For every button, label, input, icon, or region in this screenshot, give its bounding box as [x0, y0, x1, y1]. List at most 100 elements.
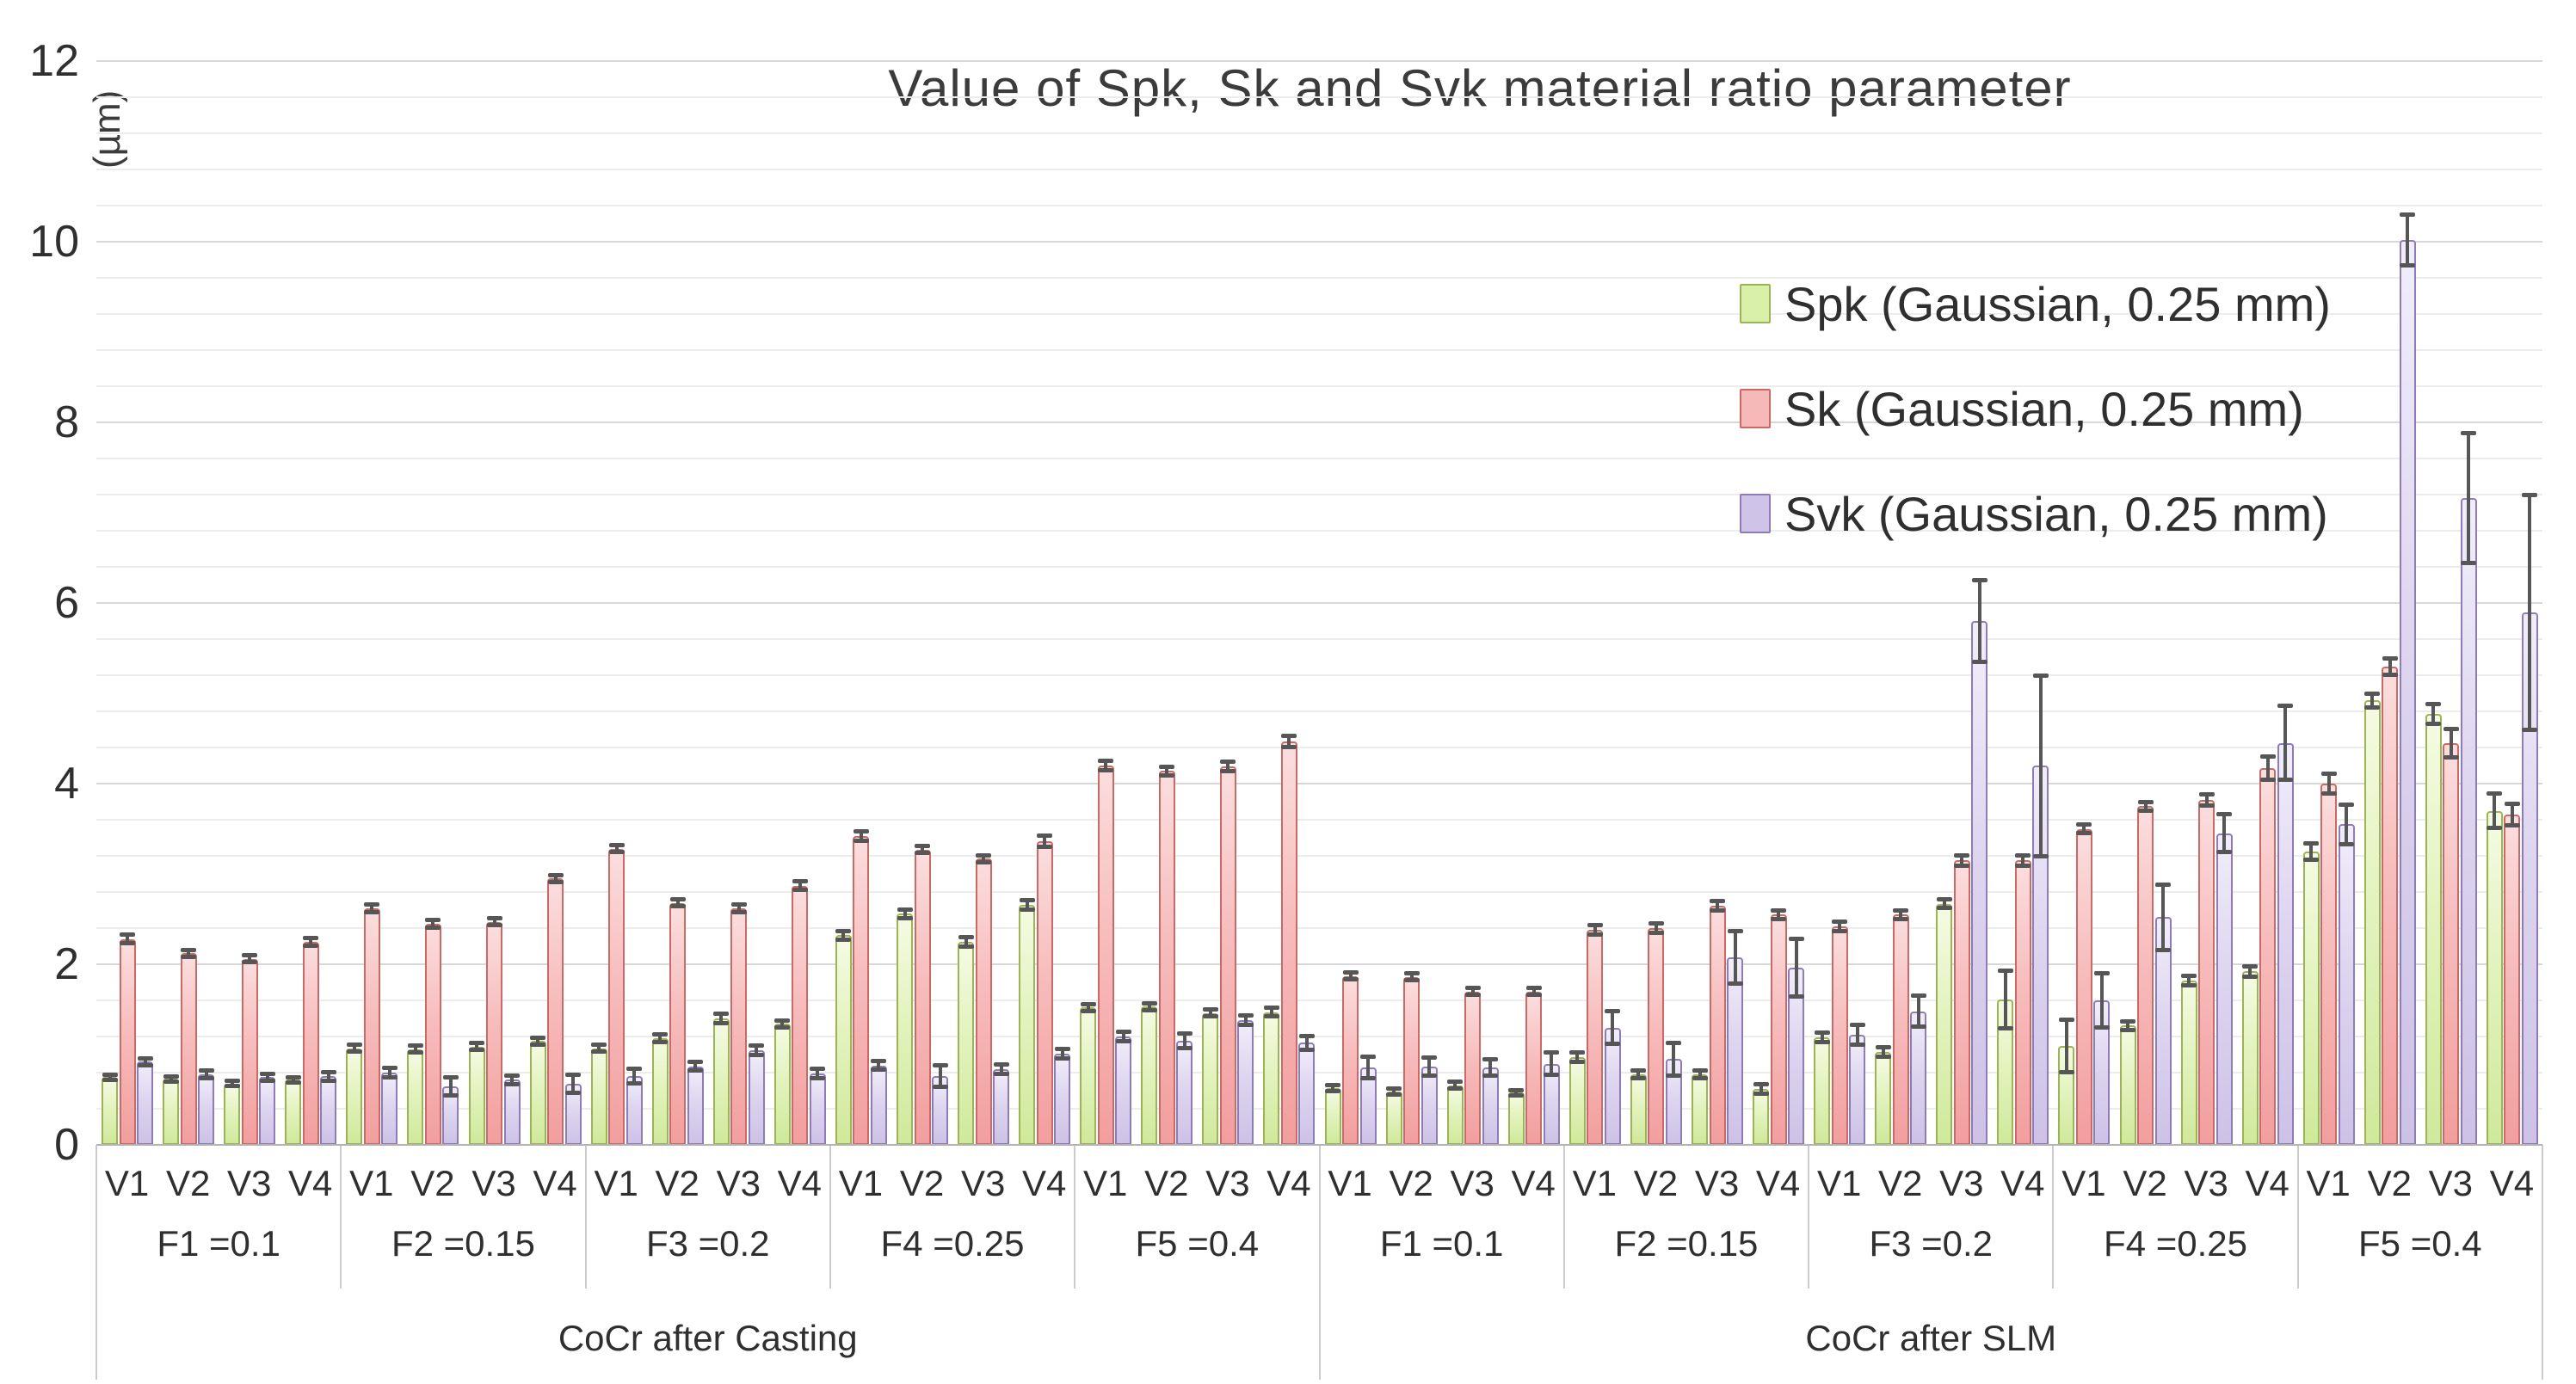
error-bar: [755, 1045, 759, 1055]
bar-svk: [2460, 498, 2477, 1145]
error-bar-cap: [1080, 1001, 1096, 1006]
error-bar-cap: [915, 844, 930, 848]
bar-spk: [2241, 971, 2259, 1145]
bar-sk: [853, 835, 870, 1145]
bar-sk: [1036, 841, 1053, 1145]
error-bar: [108, 1074, 112, 1080]
x-variant-label: V1: [838, 1163, 884, 1203]
error-bar-cap: [547, 880, 564, 884]
error-bar-cap: [2504, 822, 2520, 827]
error-bar: [2406, 214, 2410, 266]
error-bar: [1025, 900, 1029, 909]
error-bar-cap: [381, 1066, 397, 1071]
error-bar-cap: [1098, 759, 1114, 764]
error-bar-cap: [565, 1072, 581, 1077]
x-variant-label: V1: [1572, 1163, 1618, 1203]
error-bar-cap: [774, 1025, 791, 1030]
error-bar-cap: [932, 1063, 948, 1068]
minor-gridline: [96, 1000, 2542, 1001]
major-gridline: [96, 783, 2542, 784]
error-bar-cap: [1141, 1000, 1157, 1006]
bar-spk: [590, 1048, 607, 1146]
x-variant-label: V4: [1266, 1163, 1311, 1203]
error-bar-cap: [198, 1075, 214, 1080]
bar-spk: [1141, 1006, 1158, 1145]
error-bar-cap: [346, 1043, 362, 1047]
error-bar: [1121, 1031, 1125, 1042]
error-bar: [1287, 735, 1291, 747]
error-bar-cap: [1403, 978, 1420, 983]
x-variant-label: V3: [1694, 1163, 1740, 1203]
error-bar: [2326, 773, 2331, 794]
error-bar-cap: [198, 1068, 214, 1073]
bar-spk: [1692, 1074, 1708, 1145]
x-variant-label: V4: [2245, 1163, 2289, 1203]
error-bar: [964, 937, 968, 946]
error-bar-cap: [2216, 812, 2233, 817]
error-bar-cap: [163, 1073, 179, 1079]
error-bar-cap: [1648, 930, 1664, 935]
error-bar-cap: [976, 852, 992, 858]
error-bar-cap: [181, 947, 197, 952]
error-bar-cap: [1508, 1092, 1525, 1098]
error-bar-cap: [1141, 1008, 1157, 1012]
bar-spk: [2486, 810, 2503, 1145]
error-bar: [2222, 814, 2227, 852]
bar-svk: [2277, 742, 2294, 1146]
error-bar-cap: [102, 1077, 118, 1082]
error-bar-cap: [1019, 907, 1035, 912]
error-bar: [1060, 1049, 1064, 1059]
error-bar-cap: [381, 1074, 397, 1080]
x-variant-label: V1: [2061, 1163, 2106, 1203]
bar-spk: [1385, 1092, 1402, 1145]
error-bar-cap: [1447, 1086, 1464, 1092]
bar-svk: [1298, 1043, 1316, 1145]
material-separator: [1318, 1145, 1321, 1380]
error-bar-cap: [2216, 850, 2233, 855]
error-bar: [1488, 1059, 1493, 1076]
error-bar: [187, 950, 191, 957]
minor-gridline: [96, 855, 2542, 857]
minor-gridline: [96, 747, 2542, 748]
bar-svk: [1910, 1011, 1927, 1145]
x-variant-label: V2: [2367, 1163, 2413, 1203]
error-bar-cap: [2093, 971, 2110, 975]
error-bar-cap: [1421, 1055, 1438, 1060]
x-variant-label: V3: [471, 1163, 516, 1203]
error-bar: [1777, 910, 1780, 920]
error-bar-cap: [2461, 561, 2477, 566]
error-bar: [982, 855, 986, 863]
error-bar: [431, 920, 435, 927]
x-variant-label: V2: [1389, 1163, 1433, 1203]
factor-separator: [340, 1145, 342, 1289]
error-bar: [2449, 729, 2453, 758]
error-bar: [1427, 1057, 1432, 1076]
error-bar: [999, 1064, 1003, 1073]
error-bar: [2082, 824, 2086, 833]
error-bar-cap: [530, 1043, 545, 1047]
y-tick-label: 10: [29, 217, 79, 267]
legend: Spk (Gaussian, 0.25 mm) Sk (Gaussian, 0.…: [1740, 251, 2331, 566]
error-bar-cap: [1814, 1039, 1830, 1044]
error-bar-cap: [591, 1043, 607, 1047]
bar-sk: [1403, 976, 1420, 1145]
error-bar: [413, 1045, 417, 1053]
error-bar: [1794, 938, 1798, 997]
error-bar-cap: [958, 944, 974, 949]
minor-gridline: [96, 277, 2542, 279]
error-bar-cap: [1630, 1068, 1647, 1073]
error-bar: [877, 1061, 881, 1070]
error-bar: [169, 1076, 173, 1082]
error-bar-cap: [1569, 1050, 1586, 1055]
error-bar-cap: [1849, 1022, 1865, 1027]
error-bar-cap: [2198, 803, 2215, 808]
x-variant-label: V2: [165, 1163, 211, 1203]
bar-sk: [2137, 806, 2154, 1146]
error-bar-cap: [591, 1049, 607, 1055]
error-bar-cap: [871, 1058, 887, 1063]
x-variant-label: V4: [1021, 1163, 1067, 1203]
error-bar: [841, 931, 846, 940]
bar-sk: [792, 885, 809, 1146]
bar-spk: [1507, 1092, 1525, 1145]
error-bar-cap: [242, 953, 258, 957]
